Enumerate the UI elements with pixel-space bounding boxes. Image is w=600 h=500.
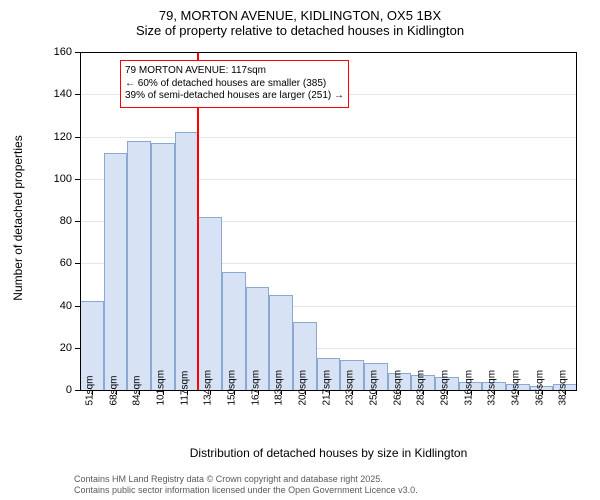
- ytick-label: 80: [32, 215, 72, 227]
- ytick-label: 160: [32, 46, 72, 58]
- gridline: [80, 137, 577, 138]
- x-axis-label: Distribution of detached houses by size …: [80, 446, 577, 460]
- histogram-bar: [198, 217, 222, 390]
- axis-line: [80, 390, 577, 391]
- histogram-bar: [104, 153, 128, 390]
- title-line-2: Size of property relative to detached ho…: [0, 23, 600, 38]
- callout-line: 39% of semi-detached houses are larger (…: [125, 90, 344, 103]
- y-axis-label: Number of detached properties: [11, 68, 25, 368]
- axis-line: [576, 52, 577, 390]
- callout-line: 79 MORTON AVENUE: 117sqm: [125, 65, 344, 78]
- ytick-label: 20: [32, 342, 72, 354]
- title-line-1: 79, MORTON AVENUE, KIDLINGTON, OX5 1BX: [0, 8, 600, 23]
- axis-line: [80, 52, 81, 390]
- ytick-label: 100: [32, 173, 72, 185]
- axis-line: [80, 52, 577, 53]
- ytick-label: 40: [32, 300, 72, 312]
- ytick-label: 120: [32, 131, 72, 143]
- histogram-bar: [175, 132, 199, 390]
- plot-area: 79 MORTON AVENUE: 117sqm← 60% of detache…: [80, 52, 577, 390]
- histogram-bar: [151, 143, 175, 390]
- footer-line-2: Contains public sector information licen…: [74, 485, 418, 496]
- footer-line-1: Contains HM Land Registry data © Crown c…: [74, 474, 418, 485]
- histogram-bar: [127, 141, 151, 390]
- chart-container: 79 MORTON AVENUE: 117sqm← 60% of detache…: [0, 0, 600, 500]
- callout-box: 79 MORTON AVENUE: 117sqm← 60% of detache…: [120, 60, 349, 108]
- callout-line: ← 60% of detached houses are smaller (38…: [125, 78, 344, 91]
- ytick-label: 60: [32, 257, 72, 269]
- ytick-label: 140: [32, 88, 72, 100]
- ytick-label: 0: [32, 384, 72, 396]
- attribution-footer: Contains HM Land Registry data © Crown c…: [74, 474, 418, 497]
- chart-title: 79, MORTON AVENUE, KIDLINGTON, OX5 1BXSi…: [0, 8, 600, 38]
